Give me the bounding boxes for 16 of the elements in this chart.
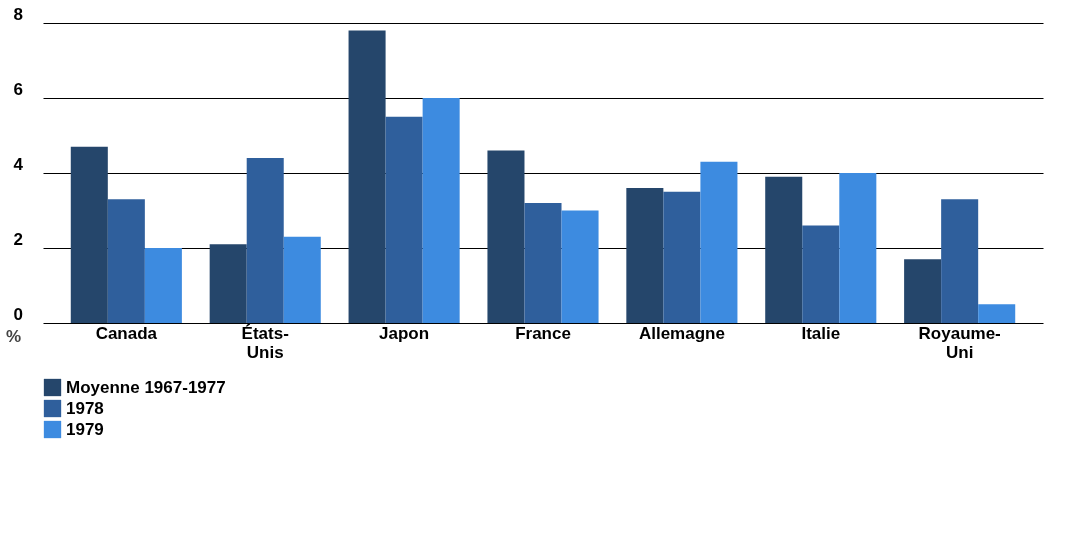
legend-label: Moyenne 1967-1977 (66, 377, 226, 397)
y-tick-label: 8 (13, 4, 23, 24)
x-tick-label: États-Unis (241, 323, 289, 362)
x-tick-label: Royaume-Uni (918, 323, 1001, 362)
x-tick-label: Japon (379, 323, 430, 343)
y-tick-label: 0 (13, 304, 23, 324)
y-axis-title: % (5, 326, 22, 346)
x-tick-label: Canada (95, 323, 158, 343)
y-tick-label: 4 (13, 154, 24, 174)
x-tick-label: Italie (801, 323, 841, 343)
x-tick-label: Allemagne (638, 323, 725, 343)
y-tick-label: 6 (13, 79, 23, 99)
legend-label: 1978 (66, 398, 104, 418)
legend-label: 1979 (66, 419, 104, 439)
y-tick-label: 2 (13, 229, 23, 249)
x-tick-label: France (515, 323, 571, 343)
